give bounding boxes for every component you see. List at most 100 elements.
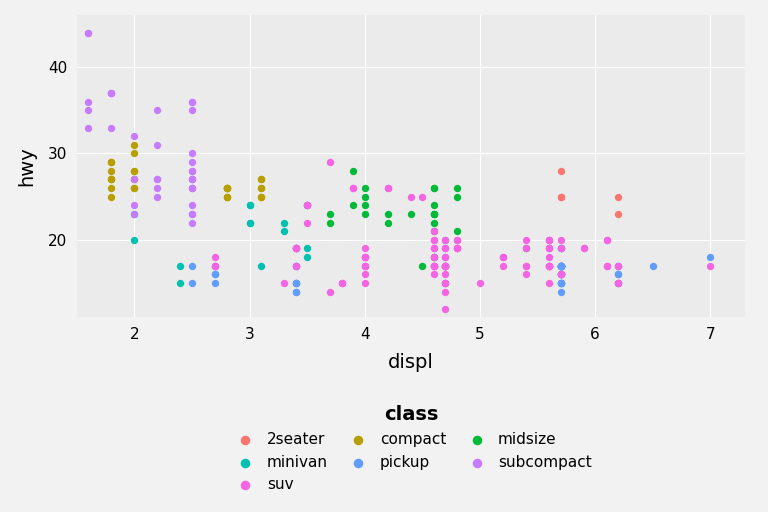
Point (612, 193, 624, 201)
Point (554, 279, 567, 287)
Point (290, 262, 302, 270)
Point (601, 262, 613, 270)
Point (543, 244, 555, 252)
Point (128, 175, 141, 183)
Point (290, 262, 302, 270)
Point (474, 279, 486, 287)
Point (359, 184, 371, 192)
Point (497, 253, 509, 261)
Point (451, 236, 463, 244)
Point (186, 98, 198, 106)
Point (543, 262, 555, 270)
Point (290, 279, 302, 287)
Point (290, 244, 302, 252)
Point (220, 184, 233, 192)
Point (428, 253, 440, 261)
Point (82, 106, 94, 114)
Legend: 2seater, minivan, suv, compact, pickup, midsize, subcompact: 2seater, minivan, suv, compact, pickup, … (217, 392, 605, 506)
Point (439, 236, 452, 244)
Point (543, 244, 555, 252)
Point (554, 262, 567, 270)
Point (220, 184, 233, 192)
Point (520, 262, 532, 270)
Point (428, 253, 440, 261)
Point (359, 279, 371, 287)
Point (105, 184, 118, 192)
Point (255, 193, 267, 201)
Point (186, 175, 198, 183)
Point (543, 236, 555, 244)
Point (439, 262, 452, 270)
Point (255, 175, 267, 183)
Point (290, 279, 302, 287)
Point (428, 184, 440, 192)
Point (301, 253, 313, 261)
Point (439, 262, 452, 270)
Point (209, 270, 221, 279)
Point (105, 89, 118, 97)
Point (554, 262, 567, 270)
Point (554, 270, 567, 279)
Point (543, 262, 555, 270)
Point (128, 132, 141, 140)
Point (209, 262, 221, 270)
Point (255, 184, 267, 192)
Point (601, 262, 613, 270)
Point (105, 175, 118, 183)
Point (554, 279, 567, 287)
Point (209, 262, 221, 270)
Point (554, 279, 567, 287)
Point (209, 262, 221, 270)
Point (612, 270, 624, 279)
Point (439, 279, 452, 287)
Point (324, 219, 336, 227)
Point (439, 253, 452, 261)
Point (347, 166, 359, 175)
Point (554, 236, 567, 244)
Point (359, 244, 371, 252)
Point (554, 262, 567, 270)
Point (186, 184, 198, 192)
Point (428, 236, 440, 244)
Point (612, 279, 624, 287)
Point (554, 262, 567, 270)
Point (405, 210, 417, 218)
Point (290, 244, 302, 252)
Point (439, 287, 452, 295)
Point (439, 262, 452, 270)
Point (439, 262, 452, 270)
Point (428, 227, 440, 235)
Point (359, 253, 371, 261)
Point (428, 184, 440, 192)
Point (324, 158, 336, 166)
Point (543, 236, 555, 244)
Point (439, 244, 452, 252)
Point (186, 166, 198, 175)
Point (301, 244, 313, 252)
Point (554, 270, 567, 279)
Point (128, 150, 141, 158)
Point (255, 184, 267, 192)
Point (186, 175, 198, 183)
Point (347, 201, 359, 209)
Point (439, 262, 452, 270)
Point (554, 262, 567, 270)
Point (428, 262, 440, 270)
Point (439, 236, 452, 244)
Point (290, 244, 302, 252)
Point (428, 262, 440, 270)
Point (647, 262, 659, 270)
Point (554, 262, 567, 270)
Point (105, 166, 118, 175)
Point (439, 305, 452, 313)
Point (359, 262, 371, 270)
Point (128, 201, 141, 209)
Point (301, 201, 313, 209)
Point (543, 262, 555, 270)
Point (428, 210, 440, 218)
Point (554, 279, 567, 287)
Point (439, 262, 452, 270)
Point (290, 244, 302, 252)
Point (497, 253, 509, 261)
Point (243, 201, 256, 209)
